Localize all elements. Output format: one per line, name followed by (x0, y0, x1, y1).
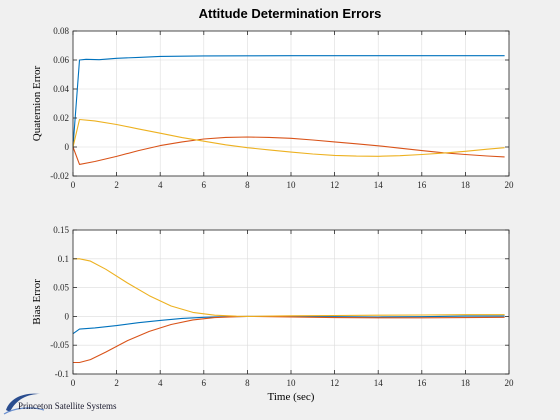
x-tick-label: 20 (505, 180, 515, 190)
y-tick-label: 0 (65, 311, 70, 321)
y-tick-label: 0 (65, 142, 70, 152)
x-tick-label: 20 (505, 378, 515, 388)
y-tick-label: 0.02 (53, 113, 69, 123)
quaternion-error-plot: 0 2 4 6 8 10 12 14 16 18 20-0.0200.020.040.060.08Q… (31, 26, 514, 190)
x-tick-label: 16 (417, 180, 427, 190)
x-tick-label: 4 (158, 180, 163, 190)
y-tick-label: 0.1 (58, 254, 69, 264)
x-tick-label: 14 (374, 378, 384, 388)
x-tick-label: 8 (245, 180, 250, 190)
y-tick-label: -0.05 (50, 340, 69, 350)
y-axis-label: Bias Error (31, 279, 43, 325)
bias-error-plot: 0 2 4 6 8 10 12 14 16 18 20 -0.1 -0.05 0 0.05 0.1 0.15 Bi… (31, 225, 514, 403)
y-tick-label: -0.02 (50, 171, 69, 181)
y-tick-label: 0.05 (53, 283, 69, 293)
x-tick-label: 8 (245, 378, 250, 388)
y-tick-label: 0.06 (53, 55, 69, 65)
series-line-3 (72, 118, 505, 157)
x-tick-label: 16 (417, 378, 427, 388)
figure-title: Attitude Determination Errors (199, 6, 382, 21)
x-tick-label: 10 (287, 180, 297, 190)
swoosh-logo-icon (3, 393, 45, 415)
series-line-2 (72, 136, 505, 165)
x-tick-label: 2 (114, 378, 119, 388)
y-tick-label: 0.08 (53, 26, 69, 36)
y-tick-label: -0.1 (55, 369, 69, 379)
series-line-3 (73, 258, 505, 317)
x-tick-label: 0 (71, 378, 76, 388)
y-axis-label: Quaternion Error (31, 65, 43, 141)
x-tick-label: 2 (114, 180, 119, 190)
x-tick-label: 10 (287, 378, 297, 388)
x-tick-label: 12 (330, 180, 339, 190)
y-tick-label: 0.15 (53, 225, 69, 235)
logo-text: Princeton Satellite Systems (18, 401, 117, 411)
x-tick-label: 0 (71, 180, 76, 190)
y-tick-label: 0.04 (53, 84, 69, 94)
series-line-2 (73, 315, 505, 364)
x-tick-label: 4 (158, 378, 163, 388)
x-tick-label: 18 (461, 180, 471, 190)
x-tick-label: 12 (330, 378, 339, 388)
x-tick-label: 14 (374, 180, 384, 190)
x-tick-label: 6 (202, 378, 207, 388)
series-line-1 (72, 315, 505, 335)
x-tick-label: 6 (202, 180, 207, 190)
series-line-1 (72, 55, 505, 148)
x-tick-label: 18 (461, 378, 471, 388)
x-axis-label: Time (sec) (268, 391, 315, 403)
